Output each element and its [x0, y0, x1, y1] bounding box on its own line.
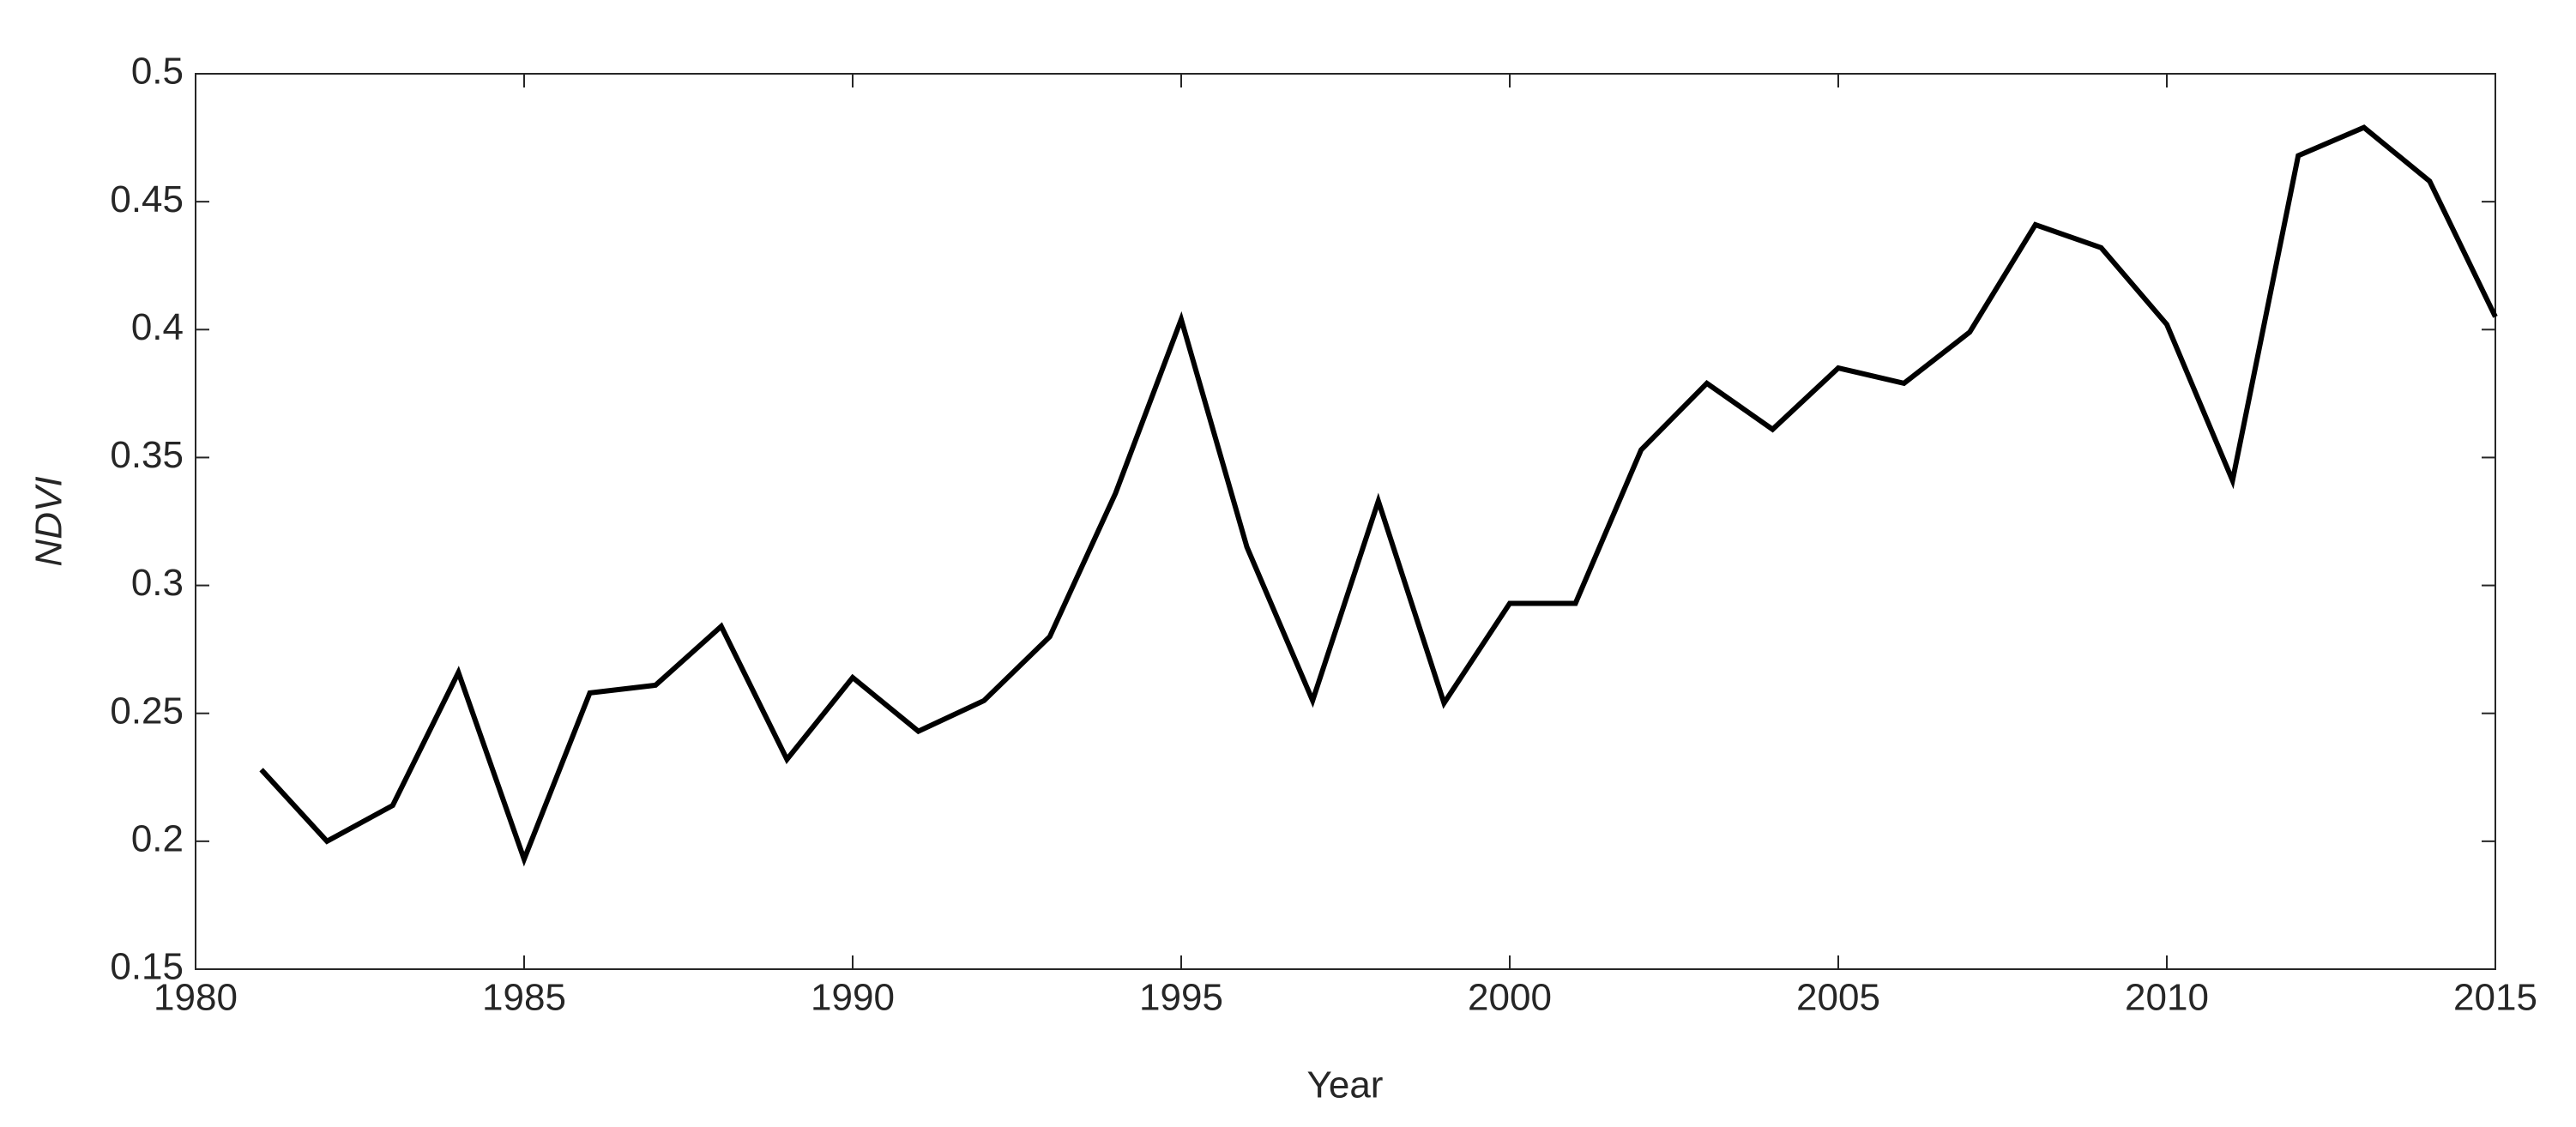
y-tick-label: 0.5 [131, 51, 184, 93]
x-tick-label: 1985 [482, 977, 566, 1019]
y-axis-label: NDVI [28, 476, 70, 566]
y-tick-label: 0.2 [131, 817, 184, 859]
x-tick-label: 2000 [1468, 977, 1552, 1019]
plot-frame [195, 73, 2496, 970]
y-tick-label: 0.3 [131, 562, 184, 604]
x-tick-label: 1980 [154, 977, 238, 1019]
y-tick-label: 0.45 [110, 178, 184, 220]
x-axis-label: Year [1307, 1064, 1384, 1106]
data-line [259, 124, 2498, 867]
y-tick-label: 0.25 [110, 690, 184, 732]
y-tick-label: 0.35 [110, 434, 184, 476]
x-tick-label: 1995 [1139, 977, 1223, 1019]
y-tick-label: 0.4 [131, 306, 184, 348]
x-tick-label: 1990 [811, 977, 895, 1019]
x-tick-label: 2005 [1796, 977, 1880, 1019]
x-tick-label: 2010 [2125, 977, 2209, 1019]
x-tick-label: 2015 [2453, 977, 2537, 1019]
y-tick-label: 0.15 [110, 946, 184, 988]
